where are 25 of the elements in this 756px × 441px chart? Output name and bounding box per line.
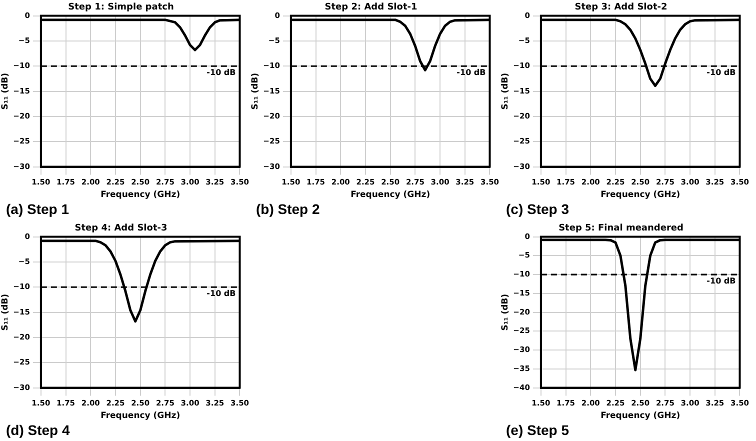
text: (d) Step 4: [5, 421, 71, 439]
chart-title: Step 2: Add Slot-1: [324, 2, 418, 13]
ref-line-label: -10 dB: [206, 68, 236, 78]
x-axis-title: Frequency (GHz): [100, 411, 180, 422]
y-axis-title: S₁₁ (dB): [250, 72, 260, 110]
x-axis-title: Frequency (GHz): [600, 190, 680, 200]
y-axis-title: S₁₁ (dB): [500, 72, 510, 110]
text: (b) Step 2: [255, 200, 321, 218]
ref-line-label: -10 dB: [206, 289, 236, 298]
text: (c) Step 3: [505, 200, 570, 218]
text: (e) Step 5: [505, 421, 570, 439]
text: (a) Step 1: [5, 200, 70, 218]
y-axis-title: S₁₁ (dB): [0, 294, 10, 331]
ref-line-label: -10 dB: [706, 68, 736, 78]
y-axis-title: S₁₁ (dB): [500, 294, 510, 331]
ref-line-label: -10 dB: [456, 68, 486, 78]
chart-title: Step 4: Add Slot-3: [74, 224, 168, 234]
chart-title: Step 5: Final meandered: [558, 224, 684, 234]
y-axis-title: S₁₁ (dB): [0, 72, 10, 110]
x-axis-title: Frequency (GHz): [350, 190, 430, 200]
chart-title: Step 3: Add Slot-2: [574, 2, 668, 13]
x-axis-title: Frequency (GHz): [600, 411, 680, 422]
ref-line-label: -10 dB: [706, 276, 736, 286]
x-axis-title: Frequency (GHz): [100, 190, 180, 200]
chart-title: Step 1: Simple patch: [68, 2, 174, 13]
